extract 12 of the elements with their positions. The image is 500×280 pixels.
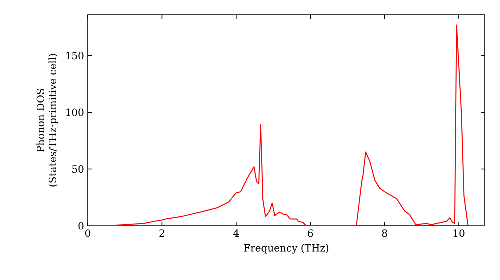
x-tick-label: 8: [382, 230, 388, 238]
y-tick-label: 100: [66, 108, 84, 116]
x-tick-label: 0: [85, 230, 91, 238]
y-axis-title: Phonon DOS (States/THz·primitive cell): [36, 54, 58, 187]
y-tick-label: 50: [72, 166, 84, 174]
x-tick-label: 2: [160, 230, 164, 238]
x-tick-label: 4: [234, 230, 240, 238]
x-tick-label: 10: [454, 230, 465, 238]
x-tick-label: 6: [308, 230, 314, 238]
y-tick-label: 0: [78, 222, 84, 230]
x-axis-title: Frequency (THz): [244, 244, 329, 254]
y-tick-label: 150: [66, 52, 84, 60]
